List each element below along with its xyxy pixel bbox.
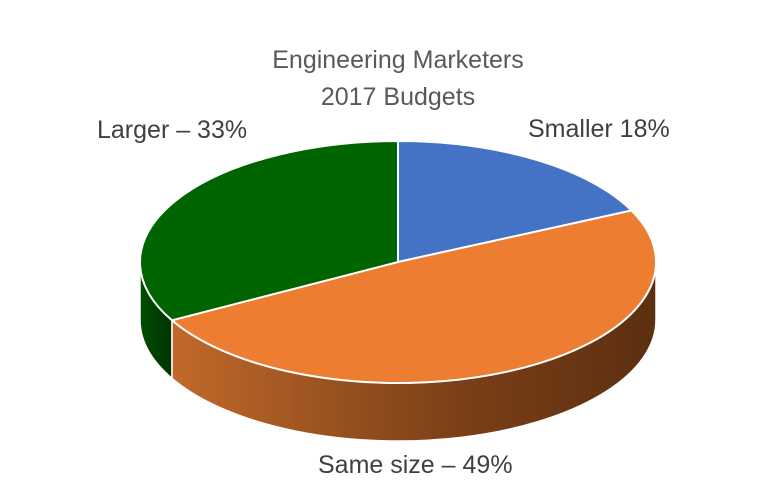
chart-title-line-2: 2017 Budgets <box>321 83 475 111</box>
slice-label-smaller: Smaller 18% <box>528 115 670 143</box>
slice-larger <box>139 140 399 322</box>
chart-title-line-1: Engineering Marketers <box>272 46 524 74</box>
pie-top-faces <box>139 140 657 384</box>
slice-same-size <box>170 209 657 384</box>
slice-smaller <box>397 140 633 263</box>
slice-label-same-size: Same size – 49% <box>318 451 513 479</box>
slice-label-larger: Larger – 33% <box>97 116 247 144</box>
